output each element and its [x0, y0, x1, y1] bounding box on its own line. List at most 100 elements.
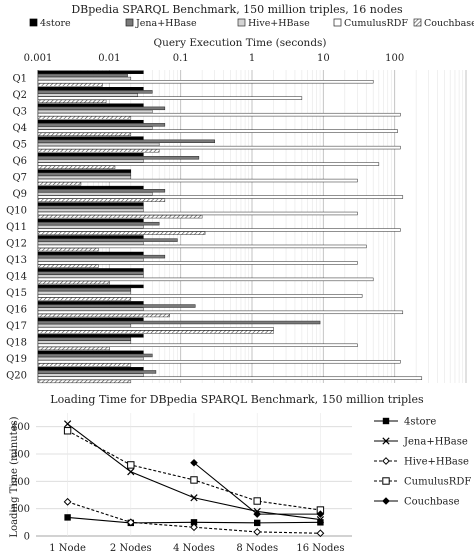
- bar: [37, 274, 144, 278]
- category-label: Q6: [12, 156, 27, 167]
- bar: [37, 159, 144, 163]
- bar: [37, 136, 144, 140]
- bar: [37, 327, 274, 331]
- x-tick-label: 100: [385, 53, 404, 64]
- legend-label: CumulusRDF: [344, 18, 408, 29]
- data-point: [382, 437, 390, 445]
- chart1-title: DBpedia SPARQL Benchmark, 150 million tr…: [71, 3, 403, 16]
- data-point: [63, 497, 72, 506]
- data-point: [316, 510, 325, 518]
- bar: [37, 320, 321, 325]
- bar: [37, 195, 404, 199]
- data-point: [382, 477, 390, 485]
- data-point-stroke: [382, 437, 390, 445]
- category-label: Q15: [6, 288, 27, 299]
- series-line: [63, 497, 325, 538]
- data-point: [190, 523, 198, 532]
- bar: [37, 284, 144, 289]
- bar: [37, 337, 132, 341]
- category-label: Q18: [6, 337, 27, 348]
- legend-label: Couchbase: [424, 18, 474, 29]
- bar: [37, 370, 157, 374]
- bar: [37, 142, 160, 147]
- bar: [37, 310, 404, 315]
- bar: [37, 343, 358, 347]
- bar: [37, 353, 153, 358]
- category-label: Q9: [12, 189, 27, 200]
- data-point: [63, 420, 72, 428]
- data-point: [253, 510, 261, 518]
- bar: [37, 350, 144, 355]
- bar: [37, 76, 132, 81]
- bar: [37, 251, 144, 256]
- x-tick-label: 0.001: [24, 53, 53, 64]
- bar: [37, 185, 144, 190]
- bar: [37, 162, 380, 166]
- category-label: Q2: [12, 90, 27, 101]
- bar: [37, 106, 166, 111]
- bar: [37, 126, 153, 130]
- bar: [37, 330, 274, 334]
- chart1-x-ticks: 0.001 0.01 0.1 1 10 100: [24, 53, 405, 64]
- bar: [37, 139, 215, 143]
- category-label: Q4: [12, 123, 27, 134]
- bar: [37, 221, 160, 226]
- bar: [37, 123, 166, 127]
- bar: [37, 116, 132, 120]
- bar: [37, 301, 144, 305]
- category-label: Q17: [6, 321, 27, 332]
- data-point-stroke: [316, 515, 325, 524]
- series-line: [63, 427, 325, 514]
- bar: [37, 175, 132, 180]
- bar: [37, 291, 132, 295]
- bar: [37, 297, 132, 301]
- legend-label: Jena+HBase: [135, 18, 197, 29]
- bar: [37, 132, 132, 136]
- bar: [37, 261, 358, 265]
- bar: [37, 346, 110, 351]
- category-label: Q1: [12, 74, 27, 85]
- bar: [37, 363, 132, 367]
- category-label: Q14: [6, 271, 27, 282]
- category-label: Q11: [6, 222, 27, 233]
- data-point: [63, 427, 72, 435]
- bar: [37, 165, 116, 169]
- legend-label: Hive+HBase: [248, 18, 310, 29]
- data-point: [190, 458, 198, 467]
- legend-swatch: [237, 18, 246, 27]
- bar: [37, 189, 166, 193]
- legend-swatch: [29, 18, 38, 27]
- bar: [37, 152, 144, 157]
- data-point: [316, 529, 325, 538]
- data-point: [190, 494, 198, 502]
- bar: [37, 323, 132, 328]
- x-category-label: 2 Nodes: [110, 543, 152, 554]
- category-label: Q12: [6, 238, 27, 249]
- bar: [37, 258, 144, 262]
- category-label: Q20: [6, 370, 27, 381]
- chart2-legend: 4store Jena+HBase Hive+HBase CumulusRDF Couc…: [374, 417, 471, 508]
- bar: [37, 112, 401, 117]
- bar: [37, 149, 160, 153]
- bar: [37, 178, 358, 183]
- bar: [37, 280, 110, 285]
- chart1-category-labels: Q1 Q2 Q3 Q4 Q5 Q6 Q7 Q9 Q10 Q11 Q12 Q13 Q14 Q15 Q16 Q17…: [6, 74, 27, 382]
- category-label: Q19: [6, 354, 27, 365]
- data-point: [253, 527, 262, 536]
- legend-label: 4store: [404, 417, 436, 428]
- bar: [37, 99, 107, 104]
- series-line: [190, 458, 325, 518]
- bar: [37, 214, 203, 219]
- bar: [37, 238, 178, 242]
- x-tick-label: 1: [249, 53, 255, 64]
- bar: [37, 340, 132, 344]
- bar: [37, 129, 398, 133]
- bar: [37, 254, 166, 259]
- data-point: [382, 497, 390, 505]
- legend-label: Jena+HBase: [403, 437, 468, 448]
- bar: [37, 70, 144, 74]
- data-point-stroke: [190, 494, 198, 502]
- chart1-bars: [37, 70, 423, 384]
- bar: [37, 83, 103, 87]
- y-tick-label: 200: [11, 477, 30, 488]
